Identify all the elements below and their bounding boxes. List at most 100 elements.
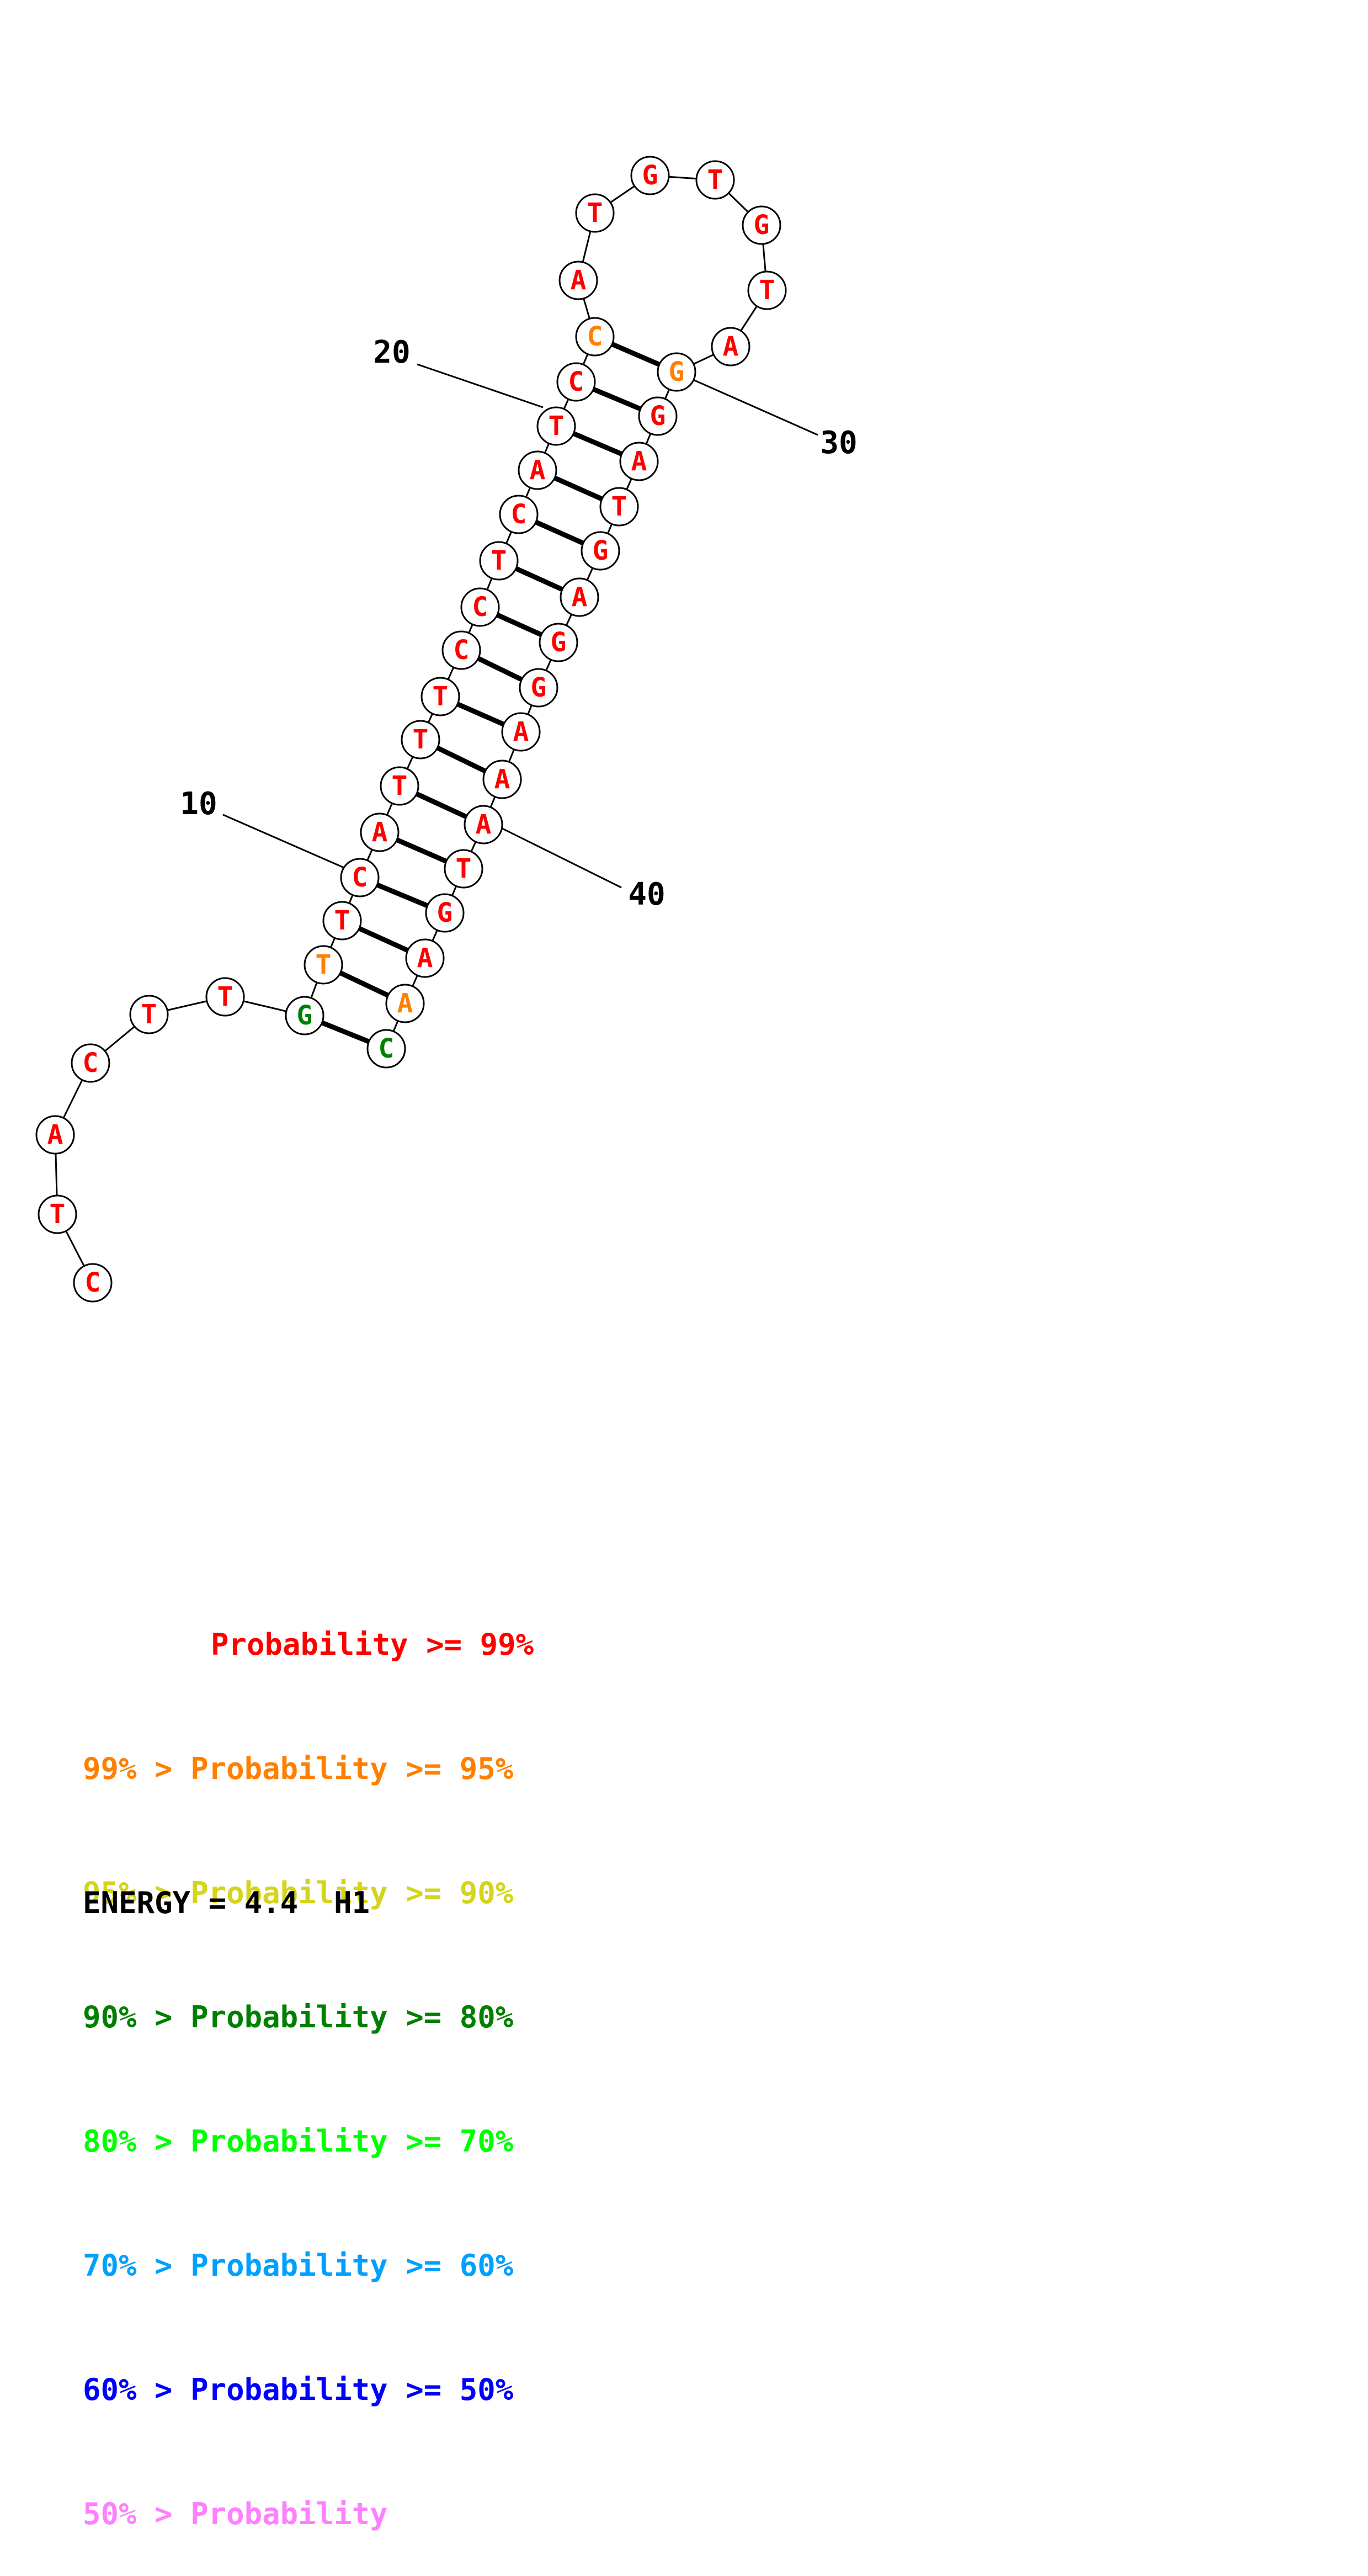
nucleotide: T xyxy=(444,849,483,889)
probability-legend: Probability >= 99% 99% > Probability >= … xyxy=(83,1541,534,2576)
legend-label: Probability >= 50% xyxy=(190,2372,514,2407)
nucleotide-circle xyxy=(322,901,362,941)
legend-prefix: 90% > xyxy=(83,2000,191,2035)
nucleotide-circle xyxy=(539,623,578,662)
legend-label: Probability >= 80% xyxy=(190,2000,514,2035)
legend-row: 60% > Probability >= 50% xyxy=(83,2369,534,2410)
nucleotide: T xyxy=(575,193,615,233)
nucleotide: G xyxy=(742,205,781,245)
nucleotide-letter: T xyxy=(217,981,233,1012)
nucleotide-circle xyxy=(285,996,324,1035)
nucleotide-letter: A xyxy=(572,582,588,613)
nucleotide-circle xyxy=(501,712,541,752)
base-pair-bond xyxy=(477,656,523,682)
legend-row: 50% > Probability xyxy=(83,2493,534,2535)
nucleotide-circle xyxy=(599,487,639,527)
nucleotide-letter: G xyxy=(669,357,685,387)
legend-prefix: 70% > xyxy=(83,2248,191,2283)
nucleotide: A xyxy=(711,327,750,367)
nucleotide-circle xyxy=(747,270,787,310)
nucleotide-letter: G xyxy=(297,1000,313,1031)
legend-row: 99% > Probability >= 95% xyxy=(83,1748,534,1789)
nucleotide-circle xyxy=(340,858,380,897)
nucleotide-circle xyxy=(519,668,558,708)
nucleotide: T xyxy=(129,995,169,1034)
nucleotide: C xyxy=(441,630,481,670)
nucleotide-circle xyxy=(71,1043,110,1083)
nucleotide: A xyxy=(501,712,541,752)
nucleotide: A xyxy=(482,759,522,799)
nucleotide-letter: A xyxy=(494,764,510,795)
legend-label: Probability >= 95% xyxy=(190,1751,514,1786)
nucleotide-letter: A xyxy=(476,809,492,840)
nucleotide-circle xyxy=(444,849,483,889)
nucleotide-circle xyxy=(73,1263,113,1303)
nucleotide-letter: A xyxy=(372,817,388,848)
nucleotide-circle xyxy=(35,1115,75,1155)
nucleotide-circle xyxy=(558,261,598,300)
nucleotide-circle xyxy=(711,327,750,367)
nucleotide-letter: C xyxy=(511,499,527,530)
nucleotide: C xyxy=(460,587,500,627)
nucleotide: A xyxy=(360,812,400,852)
base-pair-bond xyxy=(611,342,661,367)
nucleotide-circle xyxy=(630,156,670,195)
nucleotide: A xyxy=(35,1115,75,1155)
nucleotide-letter: T xyxy=(587,198,603,229)
nucleotide-letter: T xyxy=(456,853,472,884)
nucleotide: G xyxy=(657,352,696,392)
position-tick-label: 30 xyxy=(820,425,857,461)
nucleotide-circle xyxy=(405,938,445,978)
nucleotide-circle xyxy=(441,630,481,670)
nucleotide-letter: G xyxy=(642,160,658,191)
nucleotide-circle xyxy=(420,677,460,716)
nucleotide: C xyxy=(366,1029,406,1069)
base-pair-bond xyxy=(396,837,448,864)
base-pair-bond xyxy=(535,519,584,546)
nucleotide-circle xyxy=(518,450,557,490)
nucleotide-letter: C xyxy=(379,1033,395,1064)
position-tick-line xyxy=(417,363,544,408)
nucleotide-circle xyxy=(380,766,419,806)
nucleotide-letter: G xyxy=(551,627,567,658)
nucleotide-letter: G xyxy=(593,535,609,566)
nucleotide-circle xyxy=(536,406,576,446)
legend-row: 70% > Probability >= 60% xyxy=(83,2245,534,2286)
nucleotide: G xyxy=(581,531,620,571)
nucleotide-letter: G xyxy=(754,210,770,241)
base-pair-bond xyxy=(456,702,505,727)
nucleotide-circle xyxy=(129,995,169,1034)
nucleotide: T xyxy=(205,977,245,1017)
nucleotide: A xyxy=(558,261,598,300)
base-pair-bond xyxy=(321,1020,370,1044)
nucleotide: T xyxy=(747,270,787,310)
nucleotide-letter: A xyxy=(530,455,546,486)
base-pair-bond xyxy=(436,745,487,774)
nucleotide: T xyxy=(304,945,343,985)
nucleotide-letter: A xyxy=(571,265,587,296)
base-pair-bond xyxy=(553,475,603,502)
nucleotide-letter: C xyxy=(472,592,488,623)
nucleotide-circle xyxy=(560,577,599,617)
nucleotide-circle xyxy=(479,541,519,581)
nucleotide-circle xyxy=(695,160,735,200)
nucleotide: A xyxy=(385,984,425,1023)
nucleotide-letter: C xyxy=(454,635,470,666)
position-tick-label: 20 xyxy=(373,334,410,370)
nucleotide: A xyxy=(405,938,445,978)
nucleotide-circle xyxy=(360,812,400,852)
legend-prefix: 50% > xyxy=(83,2497,191,2531)
nucleotide: A xyxy=(518,450,557,490)
nucleotide: C xyxy=(340,858,380,897)
nucleotide-letter: C xyxy=(83,1048,99,1079)
legend-row: 90% > Probability >= 80% xyxy=(83,1996,534,2038)
nucleotide-letter: T xyxy=(707,164,723,195)
nucleotide-circle xyxy=(575,317,615,357)
nucleotide: T xyxy=(38,1194,77,1234)
nucleotide-circle xyxy=(38,1194,77,1234)
position-tick-label: 10 xyxy=(180,786,217,822)
nucleotide-letter: G xyxy=(650,401,666,432)
nucleotide-letter: G xyxy=(437,897,453,928)
